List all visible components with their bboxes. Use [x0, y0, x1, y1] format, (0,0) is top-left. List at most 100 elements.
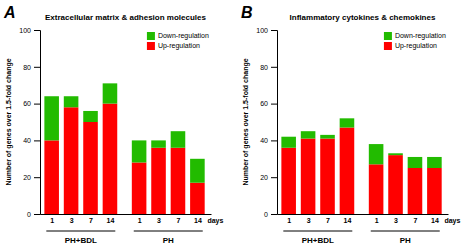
y-tick-label: 60	[23, 100, 31, 107]
bars	[281, 118, 441, 214]
legend-item: Up-regulation	[147, 42, 200, 50]
y-tick-mark	[34, 30, 40, 31]
bar	[64, 107, 79, 214]
y-tick-label: 100	[19, 27, 31, 34]
bar	[408, 168, 423, 214]
panel: 0204060801001371413714daysPH+BDLPHNumber…	[241, 4, 460, 245]
bar	[369, 144, 384, 164]
y-tick-label: 80	[23, 64, 31, 71]
x-tick: 14	[431, 217, 439, 224]
bar	[64, 96, 79, 107]
y-tick-mark	[271, 140, 277, 141]
bar	[427, 157, 442, 168]
bar	[301, 139, 316, 214]
legend-item: Up-regulation	[384, 42, 437, 50]
legend-swatch	[384, 42, 392, 50]
x-tick-label: 3	[394, 217, 398, 224]
legend: Down-regulation Up-regulation	[147, 32, 209, 50]
x-tick-label: 7	[177, 217, 181, 224]
legend-label: Down-regulation	[158, 32, 209, 40]
group-label: PH	[163, 236, 174, 245]
y-axis-title: Number of genes over 1.5-fold change	[242, 58, 250, 185]
y-tick-label: 20	[23, 174, 31, 181]
x-tick: 7	[326, 217, 330, 224]
bar	[388, 155, 403, 214]
x-axis-line	[41, 214, 212, 215]
x-tick-label: 14	[194, 217, 202, 224]
y-tick: 40	[260, 137, 277, 144]
chart-title: Inflammatory cytokines & chemokines	[290, 13, 436, 22]
x-tick: 7	[177, 217, 181, 224]
group-bracket	[134, 231, 203, 232]
y-tick-label: 100	[256, 27, 268, 34]
bar	[427, 168, 442, 214]
bar	[151, 148, 166, 214]
y-tick-mark	[34, 214, 40, 215]
y-tick: 100	[19, 27, 40, 34]
group-label: PH+BDL	[302, 236, 334, 245]
legend-item: Down-regulation	[384, 32, 446, 40]
x-tick: 1	[138, 217, 142, 224]
y-tick: 20	[260, 174, 277, 181]
y-tick-mark	[34, 140, 40, 141]
legend-swatch	[147, 32, 155, 40]
y-tick-mark	[271, 177, 277, 178]
x-tick-label: 7	[89, 217, 93, 224]
bar	[281, 148, 296, 214]
bar	[281, 137, 296, 148]
group-label: PH	[400, 236, 411, 245]
bar	[171, 148, 186, 214]
legend-swatch	[384, 32, 392, 40]
bar	[83, 122, 98, 214]
x-tick: 1	[287, 217, 291, 224]
y-tick-mark	[34, 104, 40, 105]
x-tick-label: 1	[287, 217, 291, 224]
x-tick-label: 14	[344, 217, 352, 224]
x-tick: 1	[50, 217, 54, 224]
bar	[171, 131, 186, 148]
legend-label: Down-regulation	[395, 32, 446, 40]
bar	[190, 159, 205, 183]
bar	[301, 131, 316, 138]
y-tick-mark	[34, 67, 40, 68]
y-tick: 80	[23, 64, 40, 71]
x-axis: 1371413714	[278, 215, 449, 224]
x-tick: 7	[414, 217, 418, 224]
bar	[320, 135, 335, 139]
x-tick: 3	[157, 217, 161, 224]
y-tick-label: 20	[260, 174, 268, 181]
x-axis-label: days	[207, 217, 223, 225]
y-tick: 60	[23, 100, 40, 107]
legend-swatch	[147, 42, 155, 50]
x-axis-line	[278, 214, 449, 215]
x-tick-label: 14	[431, 217, 439, 224]
x-tick-label: 3	[157, 217, 161, 224]
y-tick-mark	[271, 67, 277, 68]
x-tick-label: 1	[50, 217, 54, 224]
y-tick-mark	[271, 104, 277, 105]
plot-area: 0204060801001371413714daysPH+BDLPHNumber…	[242, 13, 460, 245]
group-label: PH+BDL	[65, 236, 97, 245]
bar	[190, 183, 205, 214]
bar	[340, 118, 355, 127]
y-tick-label: 60	[260, 100, 268, 107]
x-tick: 14	[344, 217, 352, 224]
x-tick-label: 3	[307, 217, 311, 224]
bar	[103, 83, 118, 103]
y-tick-mark	[34, 177, 40, 178]
bar	[132, 162, 147, 214]
bar	[132, 140, 147, 162]
y-tick-label: 80	[260, 64, 268, 71]
x-tick: 7	[89, 217, 93, 224]
legend-label: Up-regulation	[158, 42, 200, 50]
bar	[388, 153, 403, 155]
group-bracket	[283, 231, 352, 232]
y-tick-mark	[271, 214, 277, 215]
legend-item: Down-regulation	[147, 32, 209, 40]
x-tick-label: 14	[107, 217, 115, 224]
x-axis: 1371413714	[41, 215, 212, 224]
group-bracket	[371, 231, 440, 232]
bar	[103, 104, 118, 214]
bar	[340, 128, 355, 214]
bar	[83, 111, 98, 122]
